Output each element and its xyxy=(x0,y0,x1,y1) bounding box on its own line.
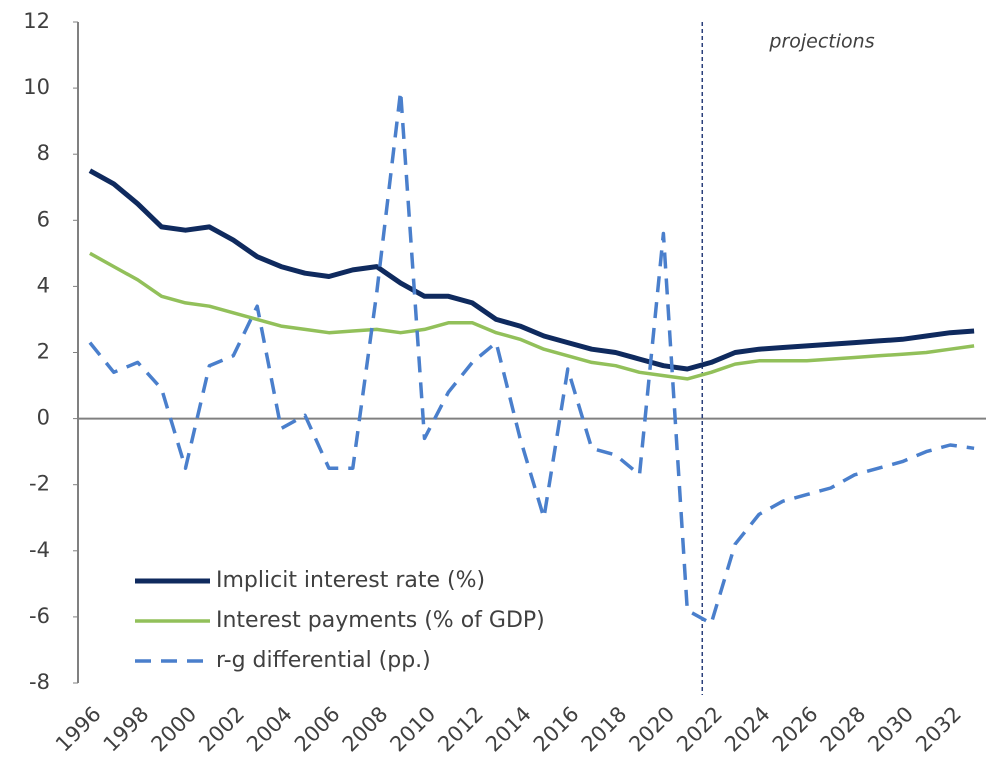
x-tick-label: 2000 xyxy=(147,702,202,757)
x-tick-label: 2008 xyxy=(338,702,393,757)
x-tick-label: 2032 xyxy=(911,702,966,757)
legend-label: r-g differential (pp.) xyxy=(216,648,431,673)
x-tick-label: 2020 xyxy=(624,702,679,757)
x-tick-label: 2016 xyxy=(529,702,584,757)
x-tick-label: 2014 xyxy=(481,702,536,757)
x-tick-label: 2012 xyxy=(433,702,488,757)
x-tick-label: 2010 xyxy=(385,702,440,757)
legend-label: Implicit interest rate (%) xyxy=(216,568,485,593)
y-tick-label: -4 xyxy=(29,538,50,562)
x-tick-label: 2002 xyxy=(194,702,249,757)
annotation: projections xyxy=(768,31,874,53)
x-tick-label: 1998 xyxy=(99,702,154,757)
y-tick-label: -2 xyxy=(29,472,50,496)
y-tick-label: -8 xyxy=(29,670,50,694)
x-tick-label: 2006 xyxy=(290,702,345,757)
legend-label: Interest payments (% of GDP) xyxy=(216,608,545,633)
x-tick-label: 2022 xyxy=(672,702,727,757)
x-tick-label: 2004 xyxy=(242,702,297,757)
x-tick-label: 1996 xyxy=(51,702,106,757)
x-tick-label: 2024 xyxy=(720,702,775,757)
y-tick-label: 0 xyxy=(37,406,50,430)
x-tick-label: 2030 xyxy=(863,702,918,757)
y-tick-label: 10 xyxy=(23,75,50,99)
y-tick-label: 6 xyxy=(37,207,50,231)
x-tick-label: 2018 xyxy=(577,702,632,757)
y-tick-label: 8 xyxy=(37,141,50,165)
y-tick-label: -6 xyxy=(29,604,50,628)
series-line xyxy=(89,251,975,381)
y-tick-label: 4 xyxy=(37,273,50,297)
x-tick-label: 2028 xyxy=(816,702,871,757)
y-tick-label: 12 xyxy=(23,9,50,33)
x-tick-label: 2026 xyxy=(768,702,823,757)
y-tick-label: 2 xyxy=(37,340,50,364)
series-line xyxy=(88,168,975,372)
series-line xyxy=(88,89,975,626)
